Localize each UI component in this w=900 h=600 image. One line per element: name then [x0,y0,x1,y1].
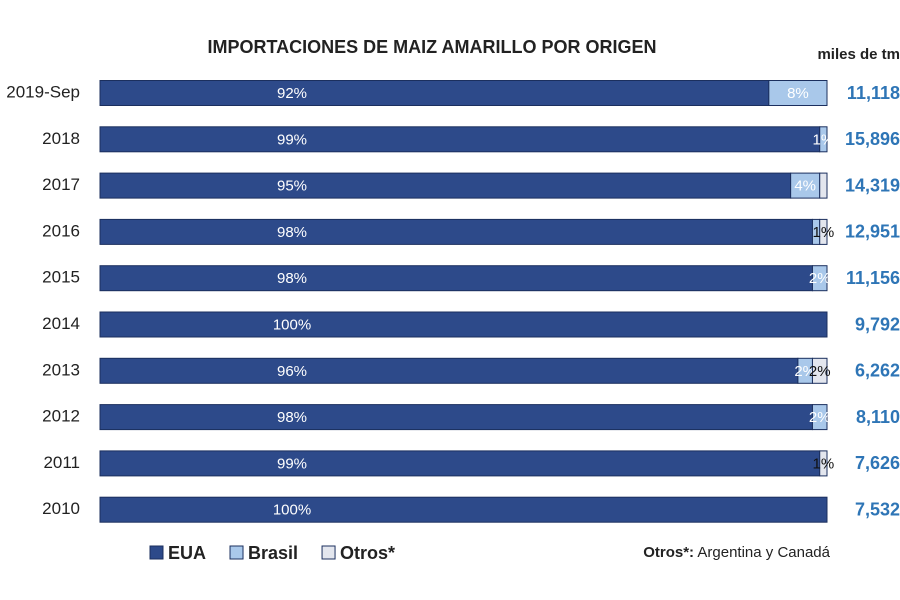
bar-segment [99,126,821,153]
total-label: 7,532 [855,499,900,519]
value-label: 4% [794,178,816,195]
bar-segment [99,357,799,384]
legend-swatch [149,545,164,560]
legend-label: Brasil [248,543,298,563]
value-label: 2% [809,270,831,287]
category-label: 2013 [42,360,80,379]
category-label: 2015 [42,268,80,287]
bar-segment [811,357,828,384]
bar-segment [99,450,821,477]
total-label: 8,110 [856,407,900,427]
footnote-label: Otros*: [643,544,694,561]
category-label: 2014 [42,314,80,333]
value-label: 2% [809,363,831,380]
value-label: 1% [813,455,835,472]
value-label: 99% [277,455,307,472]
bar-segment [768,80,828,106]
value-label: 99% [277,131,307,148]
bar-segment [99,311,828,338]
bar-segment [819,450,828,477]
value-label: 8% [787,85,809,102]
value-label: 1% [813,131,835,148]
value-label: 95% [277,178,307,195]
bar-segment [99,172,792,199]
total-label: 14,319 [845,175,900,195]
legend-label: Otros* [340,543,395,563]
total-label: 9,792 [855,314,900,334]
value-label: 100% [273,316,311,333]
value-label: 98% [277,224,307,241]
value-label: 98% [277,270,307,287]
category-label: 2016 [42,221,80,240]
bar-segment [819,172,828,199]
value-label: 2% [809,409,831,426]
value-label: 2% [794,363,816,380]
bar-segment [99,496,828,523]
bar-segment [819,126,828,153]
chart-title: IMPORTACIONES DE MAIZ AMARILLO POR ORIGE… [208,37,657,57]
total-label: 6,262 [855,361,900,381]
bar-segment [99,80,770,106]
total-label: 12,951 [845,222,900,242]
value-label: 1% [813,224,835,241]
bar-segment [811,404,828,431]
bar-segment [790,172,821,199]
category-label: 2017 [42,175,80,194]
bar-segment [99,218,813,245]
total-label: 15,896 [845,129,900,149]
category-label: 2019-Sep [6,82,80,101]
category-label: 2010 [42,499,80,518]
category-label: 2011 [43,453,80,472]
category-label: 2012 [42,407,80,426]
unit-label: miles de tm [817,46,900,63]
value-label: 98% [277,409,307,426]
total-label: 11,156 [846,268,900,288]
legend-swatch [229,545,244,560]
value-label: 96% [277,363,307,380]
value-label: 100% [273,502,311,519]
footnote: Otros*: Argentina y Canadá [643,544,830,561]
value-label: 92% [277,85,307,102]
category-label: 2018 [42,129,80,148]
bar-segment [819,218,828,245]
legend-swatch [321,545,336,560]
footnote-text: Argentina y Canadá [697,544,830,561]
total-label: 7,626 [855,453,900,473]
bar-segment [99,265,813,292]
bar-segment [99,404,813,431]
total-label: 11,118 [847,83,900,103]
bar-segment [811,265,828,292]
legend-label: EUA [168,543,206,563]
